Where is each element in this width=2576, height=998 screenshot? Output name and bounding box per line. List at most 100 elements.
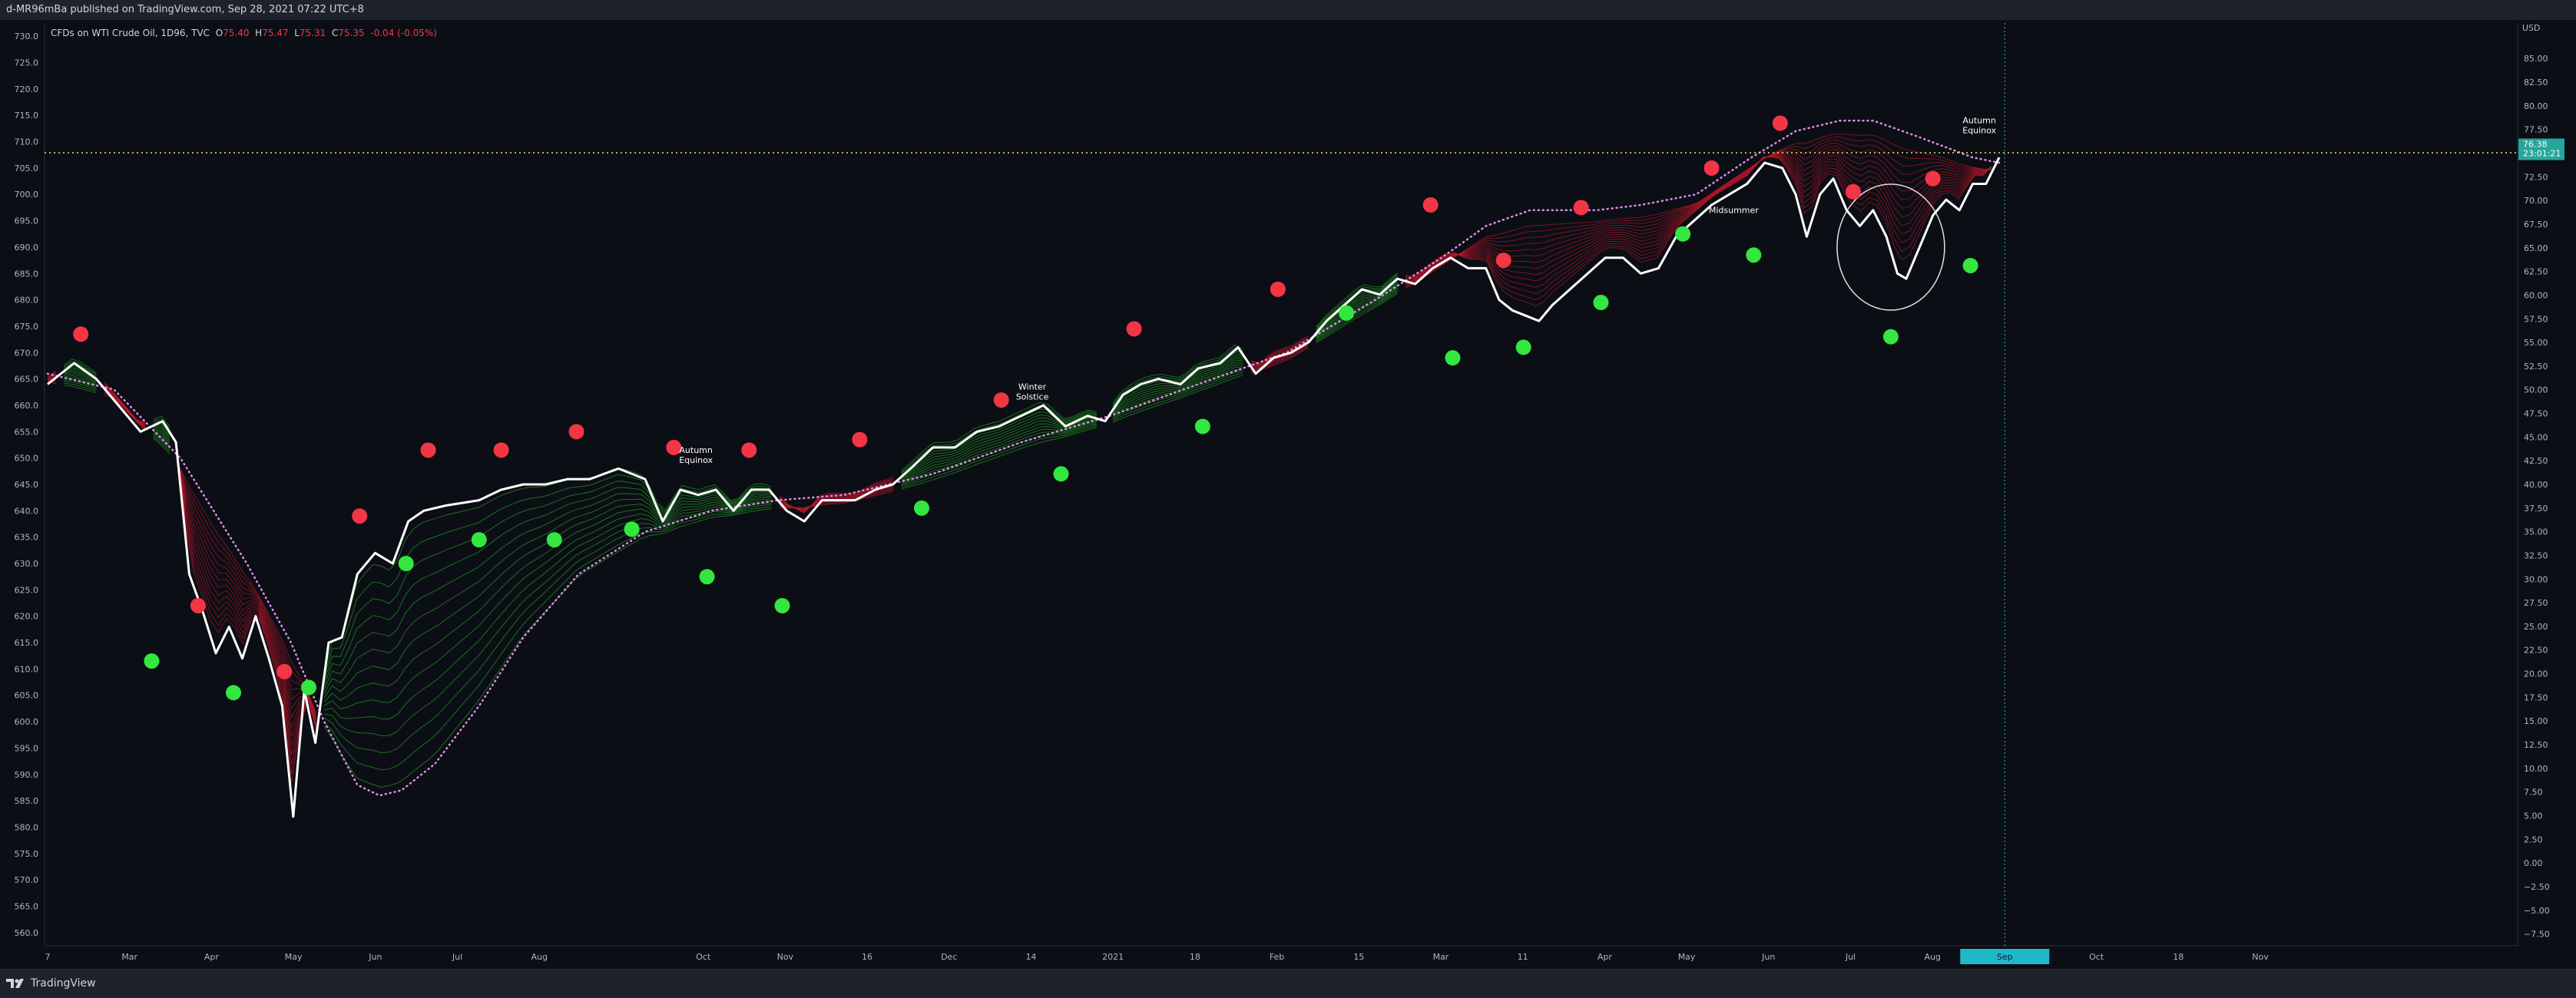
right-axis-tick: 7.50 (2524, 788, 2543, 798)
right-axis-tick: −5.00 (2524, 906, 2550, 916)
time-axis-tick: Jul (1845, 952, 1856, 962)
bear-ribbon-line (47, 142, 1992, 716)
left-axis-tick: 655.0 (15, 427, 39, 437)
right-axis-tick: 35.00 (2524, 527, 2548, 537)
right-axis-tick: 27.50 (2524, 598, 2548, 608)
red-signal-dot (568, 424, 584, 440)
time-axis-tick: Dec (941, 952, 957, 962)
left-axis-tick: 575.0 (15, 849, 39, 859)
green-signal-dot (144, 653, 160, 669)
crosshair-time-box (1960, 949, 2050, 964)
red-signal-dot (741, 442, 757, 458)
time-axis-tick: 18 (1190, 952, 1200, 962)
bull-ribbon-line (64, 170, 1999, 788)
red-signal-dot (1772, 115, 1788, 131)
red-signal-dot (1925, 170, 1941, 187)
right-axis-tick: 80.00 (2524, 101, 2548, 111)
green-signal-dot (1515, 339, 1531, 355)
bull-ribbon-line (64, 160, 1999, 697)
right-axis-tick: 2.50 (2524, 834, 2543, 844)
left-axis-tick: 705.0 (15, 164, 39, 173)
footer-bar: TradingView (0, 969, 2576, 998)
green-signal-dot (471, 532, 487, 548)
left-axis-tick: 580.0 (15, 822, 39, 832)
countdown-box (2518, 138, 2564, 160)
time-axis-tick: Nov (777, 952, 794, 962)
annotation-text: Autumn (1962, 116, 1995, 126)
green-signal-dot (546, 532, 562, 548)
time-axis-tick: Mar (1433, 952, 1449, 962)
red-signal-dot (1422, 197, 1439, 213)
time-axis-tick: 2021 (1102, 952, 1124, 962)
red-signal-dot (666, 439, 682, 455)
time-axis-tick: 11 (1518, 952, 1528, 962)
time-axis-tick: 15 (1353, 952, 1364, 962)
right-axis-tick: 32.50 (2524, 550, 2548, 560)
red-signal-dot (993, 392, 1009, 408)
annotation-text: Midsummer (1709, 205, 1759, 215)
right-axis-tick: 37.50 (2524, 504, 2548, 514)
bear-ribbon-line (47, 156, 1992, 775)
chart-area[interactable] (0, 20, 2576, 969)
time-axis-tick: Nov (2252, 952, 2269, 962)
bear-ribbon-line (47, 154, 1992, 729)
right-axis-tick: 45.00 (2524, 432, 2548, 442)
red-signal-dot (493, 442, 509, 458)
green-signal-dot (1593, 295, 1609, 311)
right-axis-tick: 50.00 (2524, 385, 2548, 395)
close-value: 75.35 (338, 28, 365, 38)
annotation-text: Autumn (679, 445, 712, 455)
time-axis-tick: Jun (368, 952, 382, 962)
time-axis-tick: Jul (452, 952, 462, 962)
right-axis-tick: 60.00 (2524, 290, 2548, 300)
right-axis-tick: 57.50 (2524, 314, 2548, 324)
right-axis-tick: −2.50 (2524, 882, 2550, 892)
low-label: L (294, 28, 300, 38)
right-axis-tick: 47.50 (2524, 409, 2548, 419)
right-axis-tick: 67.50 (2524, 220, 2548, 230)
left-axis-tick: 635.0 (15, 533, 39, 543)
tradingview-logo-icon[interactable] (6, 977, 26, 990)
red-signal-dot (1704, 160, 1720, 176)
price-line (47, 157, 2001, 818)
highlight-ellipse (1836, 183, 1945, 311)
left-axis-tick: 700.0 (15, 190, 39, 200)
left-axis-tick: 625.0 (15, 585, 39, 595)
bear-ribbon-line (47, 152, 1992, 720)
right-axis-tick: 55.00 (2524, 338, 2548, 348)
left-axis-tick: 615.0 (15, 638, 39, 648)
crosshair-time-label: Sep (1997, 952, 2013, 962)
left-axis-tick: 675.0 (15, 322, 39, 332)
time-axis-tick: Mar (121, 952, 137, 962)
green-signal-dot (1339, 305, 1355, 321)
left-axis-tick: 630.0 (15, 559, 39, 569)
price-chart[interactable]: 560.0 565.0 570.0 575.0 580.0 585.0 590.0 595.0… (0, 0, 2576, 969)
left-axis-tick: 620.0 (15, 612, 39, 622)
left-axis-tick: 585.0 (15, 796, 39, 806)
green-signal-dot (398, 556, 414, 572)
bull-ribbon-line (64, 169, 1999, 770)
left-axis-tick: 725.0 (15, 58, 39, 68)
right-axis-tick: 65.00 (2524, 243, 2548, 253)
green-signal-dot (1882, 329, 1899, 345)
annotation-text: Solstice (1016, 392, 1049, 402)
left-axis-tick: 665.0 (15, 375, 39, 385)
left-axis-tick: 710.0 (15, 137, 39, 147)
left-axis-tick: 605.0 (15, 691, 39, 701)
left-axis-tick: 680.0 (15, 296, 39, 306)
open-label: O (215, 28, 223, 38)
left-axis-tick: 730.0 (15, 31, 39, 41)
left-axis-tick: 720.0 (15, 84, 39, 94)
right-axis-tick: 42.50 (2524, 456, 2548, 466)
left-axis-tick: 670.0 (15, 348, 39, 358)
red-signal-dot (1845, 183, 1861, 200)
time-axis-tick: May (285, 952, 303, 962)
symbol-name: CFDs on WTI Crude Oil, 1D96, TVC (51, 28, 210, 38)
red-signal-dot (276, 663, 293, 679)
right-axis-tick: 40.00 (2524, 480, 2548, 490)
countdown-label: 23:01:21 (2523, 148, 2561, 158)
dotted-moving-average (46, 119, 2001, 797)
red-signal-dot (1573, 200, 1589, 216)
right-axis-tick: −7.50 (2524, 930, 2550, 940)
right-axis-tick: 5.00 (2524, 811, 2543, 821)
